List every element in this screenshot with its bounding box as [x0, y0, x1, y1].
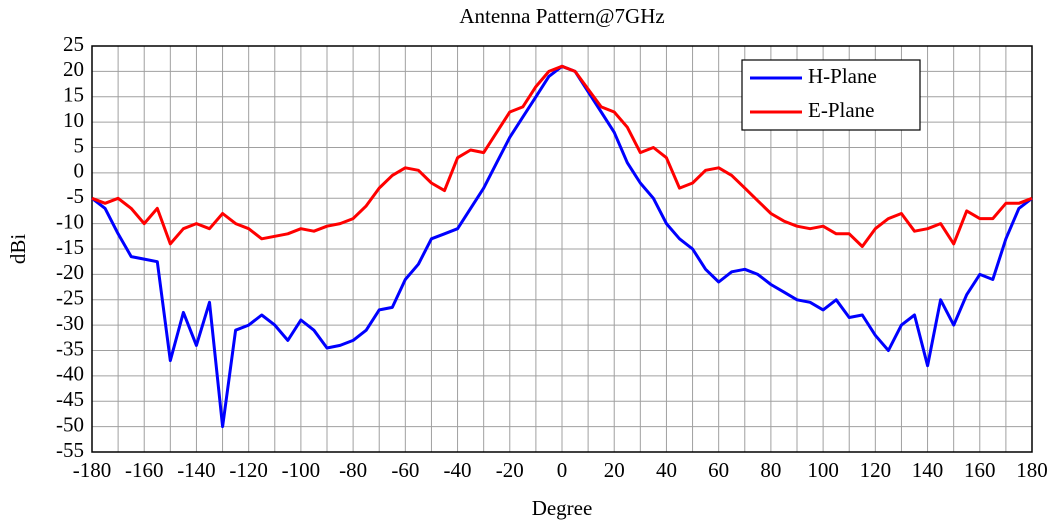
- y-tick-label: -55: [56, 438, 84, 462]
- y-tick-label: -5: [67, 184, 85, 208]
- series-line: [91, 64, 1033, 248]
- y-tick-label: -10: [56, 209, 84, 233]
- y-tick-label: -50: [56, 412, 84, 436]
- x-tick-label: 180: [1016, 458, 1048, 482]
- y-tick-label: 5: [74, 133, 85, 157]
- y-tick-label: -35: [56, 336, 84, 360]
- x-tick-label: 100: [807, 458, 839, 482]
- chart-title: Antenna Pattern@7GHz: [459, 4, 664, 28]
- y-tick-label: 0: [74, 159, 85, 183]
- legend-box: [741, 59, 921, 131]
- y-tick-label: 25: [63, 32, 84, 56]
- x-tick-label: 60: [708, 458, 729, 482]
- y-tick-label: 10: [63, 108, 84, 132]
- x-tick-label: -60: [391, 458, 419, 482]
- x-tick-label: 20: [604, 458, 625, 482]
- y-axis-label: dBi: [6, 234, 30, 265]
- x-tick-label: -100: [282, 458, 321, 482]
- x-tick-label: 140: [912, 458, 944, 482]
- y-tick-label: -15: [56, 235, 84, 259]
- x-tick-label: 160: [964, 458, 996, 482]
- x-tick-label: 80: [760, 458, 781, 482]
- y-tick-label: -40: [56, 362, 84, 386]
- x-tick-label: -40: [444, 458, 472, 482]
- x-tick-label: -20: [496, 458, 524, 482]
- x-tick-label: -140: [177, 458, 216, 482]
- y-tick-label: -45: [56, 387, 84, 411]
- y-tick-label: 20: [63, 57, 84, 81]
- x-tick-label: -120: [229, 458, 268, 482]
- x-tick-label: -160: [125, 458, 164, 482]
- x-tick-label: 120: [860, 458, 892, 482]
- x-axis-label: Degree: [532, 496, 593, 520]
- x-tick-label: -80: [339, 458, 367, 482]
- legend-label: H-Plane: [808, 64, 877, 88]
- x-tick-label: 0: [557, 458, 568, 482]
- y-tick-label: 15: [63, 83, 84, 107]
- x-tick-label: -180: [73, 458, 112, 482]
- legend-label: E-Plane: [808, 98, 874, 122]
- y-tick-label: -30: [56, 311, 84, 335]
- y-tick-label: -25: [56, 286, 84, 310]
- y-tick-label: -20: [56, 260, 84, 284]
- plot-frame: [91, 45, 1033, 453]
- x-tick-label: 40: [656, 458, 677, 482]
